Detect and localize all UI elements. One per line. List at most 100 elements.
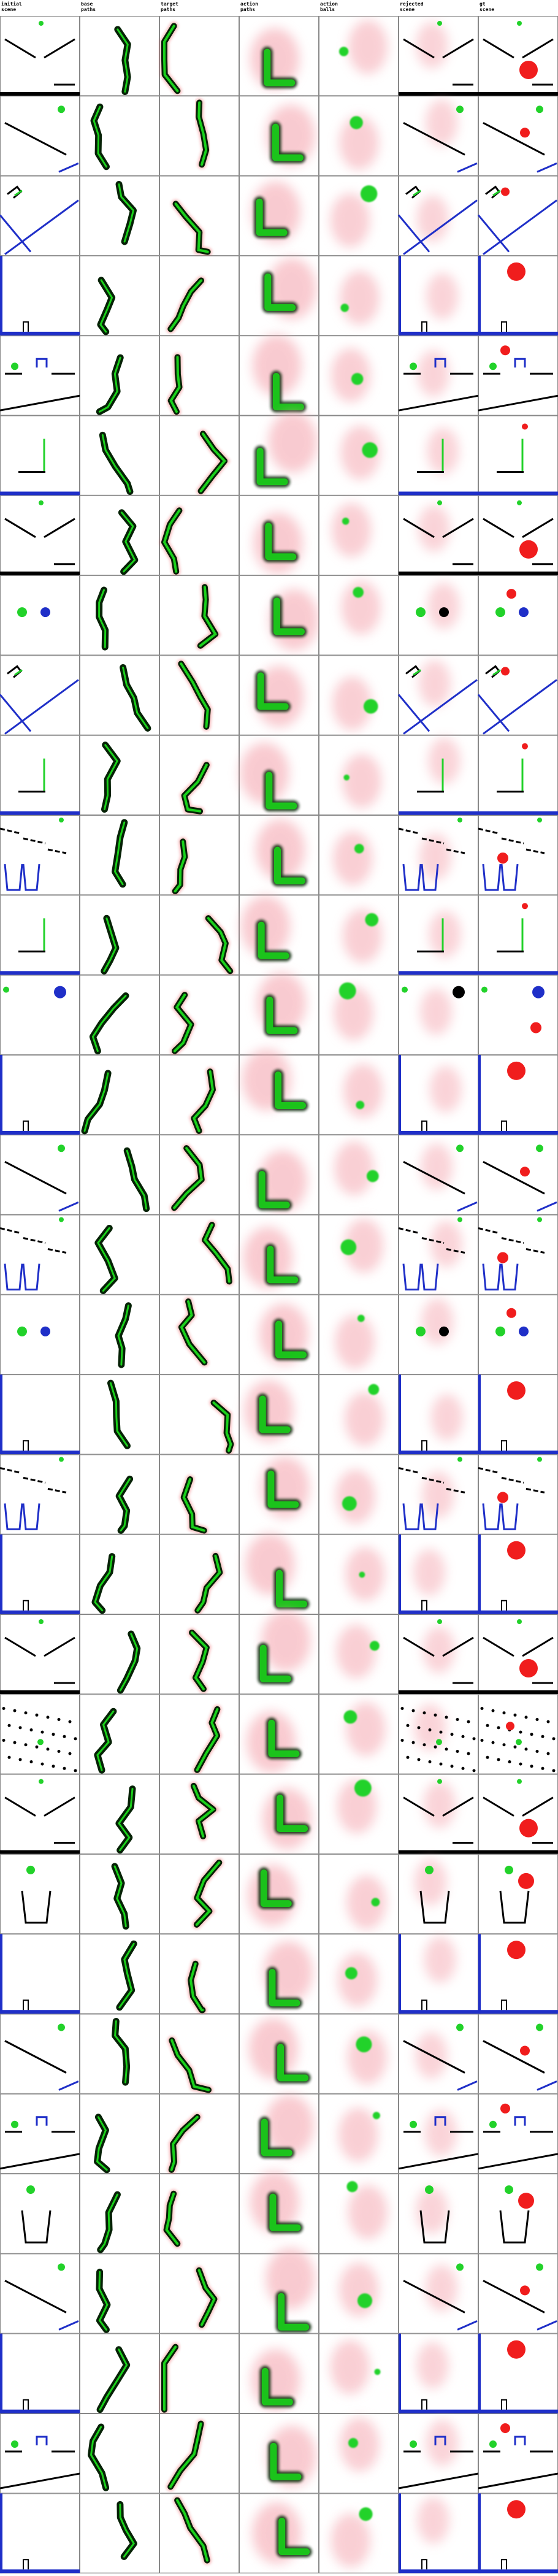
cell-r19-c0 — [0, 1534, 80, 1614]
action-path-highlight — [273, 597, 305, 635]
cell-frame — [478, 655, 558, 735]
green-ball — [456, 2263, 464, 2271]
action-ball — [520, 1167, 530, 1177]
action-ball-green — [356, 2036, 372, 2053]
cell-r22-c0 — [0, 1774, 80, 1854]
cell-r26-c2 — [159, 2093, 239, 2174]
cell-frame — [0, 1135, 80, 1215]
target-path-highlight — [182, 1478, 205, 1532]
cell-r1-c5 — [399, 96, 478, 176]
step-bar — [446, 1248, 465, 1254]
static-bar — [44, 38, 75, 59]
cell-r27-c0 — [0, 2174, 80, 2254]
blue-wall — [478, 255, 481, 335]
cell-r27-c1 — [80, 2174, 159, 2254]
cell-r0-c6 — [478, 16, 558, 96]
cell-frame — [0, 1054, 80, 1135]
cell-r19-c1 — [80, 1534, 159, 1614]
cell-r21-c2 — [159, 1694, 239, 1774]
cell-r3-c0 — [0, 255, 80, 336]
base-path-highlight — [119, 1633, 139, 1692]
static-bar — [442, 1796, 474, 1817]
blue-wall — [0, 255, 2, 335]
green-ball — [416, 1326, 426, 1336]
blue-floor — [478, 1130, 558, 1135]
peg — [46, 1715, 50, 1719]
cell-r27-c3 — [239, 2171, 319, 2254]
action-path-highlight — [267, 1470, 299, 1508]
peg — [535, 1750, 539, 1753]
action-path-highlight — [275, 1071, 307, 1109]
blue-wall — [399, 1054, 401, 1135]
peg — [461, 1766, 465, 1770]
action-ball — [520, 2045, 530, 2056]
blue-wall — [0, 1934, 2, 2014]
rejected-heatmap — [423, 1781, 456, 1828]
static-bar — [483, 1160, 545, 1195]
static-bar — [0, 2472, 80, 2490]
cell-r14-c4 — [319, 1135, 399, 1215]
action-ball-green — [346, 2181, 358, 2193]
cell-r28-c3 — [239, 2248, 319, 2334]
action-path-highlight — [257, 672, 289, 710]
blue-bar — [537, 2320, 557, 2331]
cell-r25-c2 — [159, 2014, 239, 2095]
blue-wall — [0, 2333, 2, 2413]
static-bar — [398, 2472, 479, 2490]
ball-heatmap — [342, 754, 381, 808]
step-bar — [526, 848, 545, 854]
action-heatmap — [266, 2248, 315, 2310]
cell-r8-c6 — [477, 655, 558, 735]
static-bar — [442, 518, 474, 539]
blue-cup — [421, 1263, 439, 1290]
cell-r16-c0 — [0, 1294, 80, 1375]
blue-arch — [36, 2436, 48, 2445]
cell-frame — [0, 1694, 80, 1774]
cell-frame — [0, 735, 80, 815]
peg — [68, 1720, 72, 1723]
cup-body — [501, 1120, 507, 1131]
cell-frame — [80, 2093, 159, 2174]
cell-frame — [478, 175, 558, 256]
cell-frame — [478, 975, 558, 1055]
action-heatmap — [253, 512, 303, 574]
base-path-highlight — [96, 1710, 115, 1771]
cell-r15-c2 — [159, 1214, 239, 1295]
blue-bar — [457, 1201, 478, 1212]
green-bar — [413, 669, 421, 676]
cell-r0-c2 — [159, 16, 239, 96]
cell-r4-c6 — [478, 335, 558, 416]
cell-frame — [159, 815, 239, 895]
step-bar — [478, 1466, 500, 1474]
static-bar — [0, 394, 80, 412]
cell-frame — [80, 415, 159, 496]
base-path-highlight — [94, 1555, 113, 1612]
rejected-heatmap — [430, 1393, 463, 1441]
action-ball-green — [359, 1571, 365, 1578]
cell-r0-c1 — [80, 16, 159, 96]
cell-r11-c1 — [80, 895, 159, 975]
action-ball-green — [343, 1710, 357, 1724]
cell-r30-c4 — [319, 2413, 399, 2494]
green-ball — [457, 1457, 462, 1462]
cell-r6-c5 — [399, 495, 478, 576]
action-ball-green — [356, 1100, 365, 1110]
cell-r18-c2 — [159, 1454, 239, 1535]
action-ball — [519, 1659, 538, 1677]
static-bar — [44, 1796, 75, 1817]
cell-r24-c2 — [159, 1934, 239, 2015]
cell-frame — [478, 16, 558, 96]
header-action-paths: action paths — [240, 1, 258, 12]
green-ball — [58, 1144, 65, 1152]
target-path-highlight — [196, 1554, 221, 1612]
blue-arch — [434, 358, 446, 368]
cell-r3-c5 — [399, 255, 478, 336]
blue-ball — [54, 986, 66, 999]
cell-r28-c4 — [319, 2253, 399, 2334]
blue-floor — [399, 971, 478, 975]
header-gt-scene: gt scene — [480, 1, 495, 12]
green-ball — [517, 500, 522, 505]
target-path-highlight — [199, 432, 226, 493]
static-bar — [403, 518, 435, 539]
cell-r21-c4 — [319, 1694, 399, 1774]
